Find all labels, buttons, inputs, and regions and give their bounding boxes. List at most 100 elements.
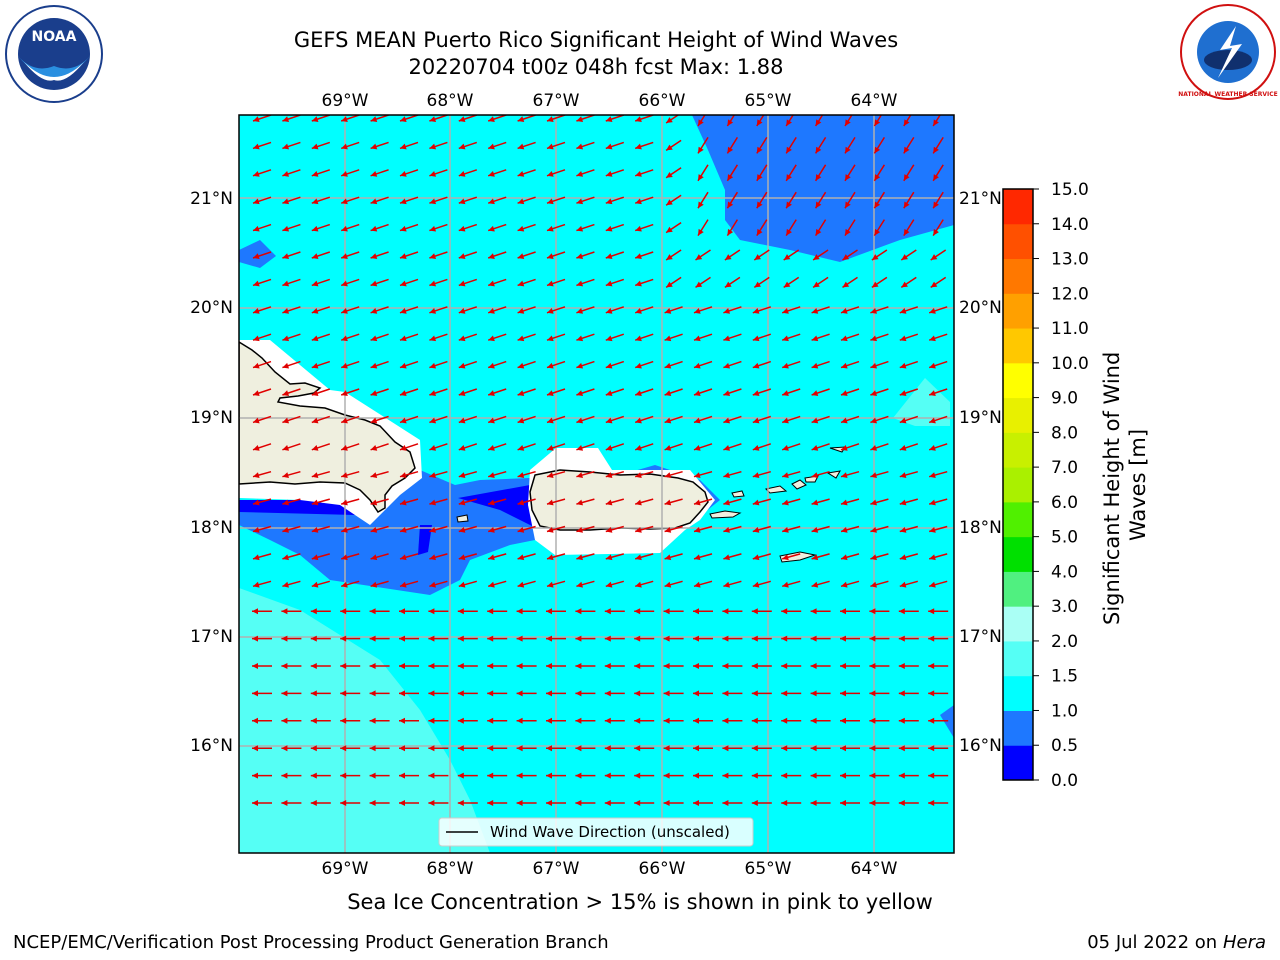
wave-arrowhead <box>458 499 466 506</box>
wave-arrowhead <box>605 225 613 232</box>
wave-arrowhead <box>635 225 642 232</box>
wave-arrowhead <box>929 335 936 342</box>
wave-arrowhead <box>754 281 761 288</box>
wave-arrowhead <box>664 499 672 506</box>
wave-arrowhead <box>311 171 319 177</box>
lat-label-left: 20°N <box>190 298 233 318</box>
wave-arrowhead <box>751 800 758 806</box>
wave-arrowhead <box>488 335 495 342</box>
wave-arrowhead <box>341 581 348 588</box>
wave-arrowhead <box>869 663 876 669</box>
wave-arrowhead <box>576 116 584 122</box>
wave-arrowhead <box>457 608 464 615</box>
wave-arrowhead <box>811 390 819 396</box>
wave-arrowhead <box>311 445 319 451</box>
colorbar-tick-label: 15.0 <box>1051 180 1089 200</box>
wave-arrowhead <box>488 581 495 588</box>
footer-date-text: 05 Jul 2022 on <box>1087 932 1223 953</box>
wave-arrowhead <box>698 201 704 209</box>
wave-arrowhead <box>727 228 734 236</box>
wave-arrowhead <box>634 800 641 806</box>
wave-arrowhead <box>400 527 407 533</box>
wave-arrowhead <box>845 228 851 236</box>
wave-arrowhead <box>340 690 347 697</box>
wave-arrowhead <box>517 335 525 342</box>
wave-region-0-0-5m-2 <box>458 485 532 526</box>
wave-arrowhead <box>341 554 348 561</box>
wave-arrowhead <box>576 581 583 588</box>
wave-arrowhead <box>429 198 437 205</box>
wave-arrowhead <box>370 253 378 259</box>
wave-arrowhead <box>782 527 789 533</box>
wave-arrowhead <box>782 472 789 478</box>
wave-arrowhead <box>693 690 699 697</box>
wave-arrowhead <box>487 663 494 669</box>
wave-arrowhead <box>899 581 907 588</box>
wave-arrowhead <box>841 390 848 396</box>
wave-region-1-5-2m-east <box>893 378 950 426</box>
wave-arrowhead <box>635 280 642 287</box>
wave-arrowhead <box>815 228 822 236</box>
wave-arrowhead <box>694 417 701 424</box>
wave-arrowhead <box>663 745 670 752</box>
wave-arrowhead <box>634 717 641 724</box>
colorbar-tick-label: 0.0 <box>1051 771 1078 791</box>
colorbar-segment <box>1003 710 1033 746</box>
noaa-logo-text: NOAA <box>32 29 77 45</box>
wave-arrowhead <box>751 608 758 615</box>
wave-arrowhead <box>341 198 348 205</box>
wave-arrowhead <box>810 800 817 806</box>
wave-arrowhead <box>898 690 905 697</box>
wave-arrowhead <box>841 499 848 506</box>
footer-date: 05 Jul 2022 on Hera <box>1087 932 1266 953</box>
wave-arrowhead <box>666 117 673 123</box>
wave-arrowhead <box>282 335 290 342</box>
wave-arrowhead <box>752 390 760 396</box>
wave-arrowhead <box>252 663 258 669</box>
wave-arrowhead <box>810 717 817 724</box>
wave-arrowhead <box>929 445 936 451</box>
wave-arrowhead <box>487 772 494 779</box>
wave-arrowhead <box>664 554 672 561</box>
wave-arrowhead <box>871 254 879 260</box>
wave-region-0-0-5m-3 <box>418 525 432 555</box>
wave-arrowhead <box>457 772 464 779</box>
wave-arrowhead <box>727 174 734 181</box>
wave-arrowhead <box>488 554 495 561</box>
wave-arrowhead <box>576 335 584 342</box>
wave-arrowhead <box>845 119 851 126</box>
wave-arrowhead <box>782 554 789 561</box>
wave-arrowhead <box>282 390 290 396</box>
wave-arrowhead <box>310 772 317 779</box>
wave-arrowhead <box>400 198 407 205</box>
wave-arrowhead <box>693 608 699 615</box>
wave-arrowhead <box>635 253 642 259</box>
wave-arrowhead <box>341 253 348 259</box>
wave-arrowhead <box>517 280 525 287</box>
wave-arrowhead <box>429 554 436 561</box>
wave-arrowhead <box>370 143 378 150</box>
wave-arrowhead <box>928 717 935 724</box>
wave-arrowhead <box>253 499 260 506</box>
wave-arrowhead <box>253 554 260 561</box>
wave-arrowhead <box>576 143 584 150</box>
wave-arrowhead <box>781 800 788 806</box>
wave-arrowhead <box>634 772 641 779</box>
wave-arrowhead <box>815 174 822 181</box>
lat-label-right: 21°N <box>959 189 1002 209</box>
wave-arrowhead <box>340 663 347 669</box>
colorbar-frame <box>1002 188 1034 781</box>
wave-arrowhead <box>751 772 758 779</box>
wave-arrowhead <box>488 253 495 259</box>
wave-arrowhead <box>400 445 407 451</box>
wave-arrowhead <box>693 717 699 724</box>
wave-arrowhead <box>723 335 731 342</box>
wave-arrowhead <box>516 635 523 642</box>
wave-arrowhead <box>810 690 817 697</box>
wave-arrowhead <box>487 717 494 724</box>
wave-arrowhead <box>488 527 495 533</box>
wave-arrowhead <box>488 171 495 177</box>
wave-arrowhead <box>694 390 701 396</box>
colorbar-label-line: Significant Height of Wind <box>1100 352 1124 625</box>
wave-arrowhead <box>605 198 613 205</box>
